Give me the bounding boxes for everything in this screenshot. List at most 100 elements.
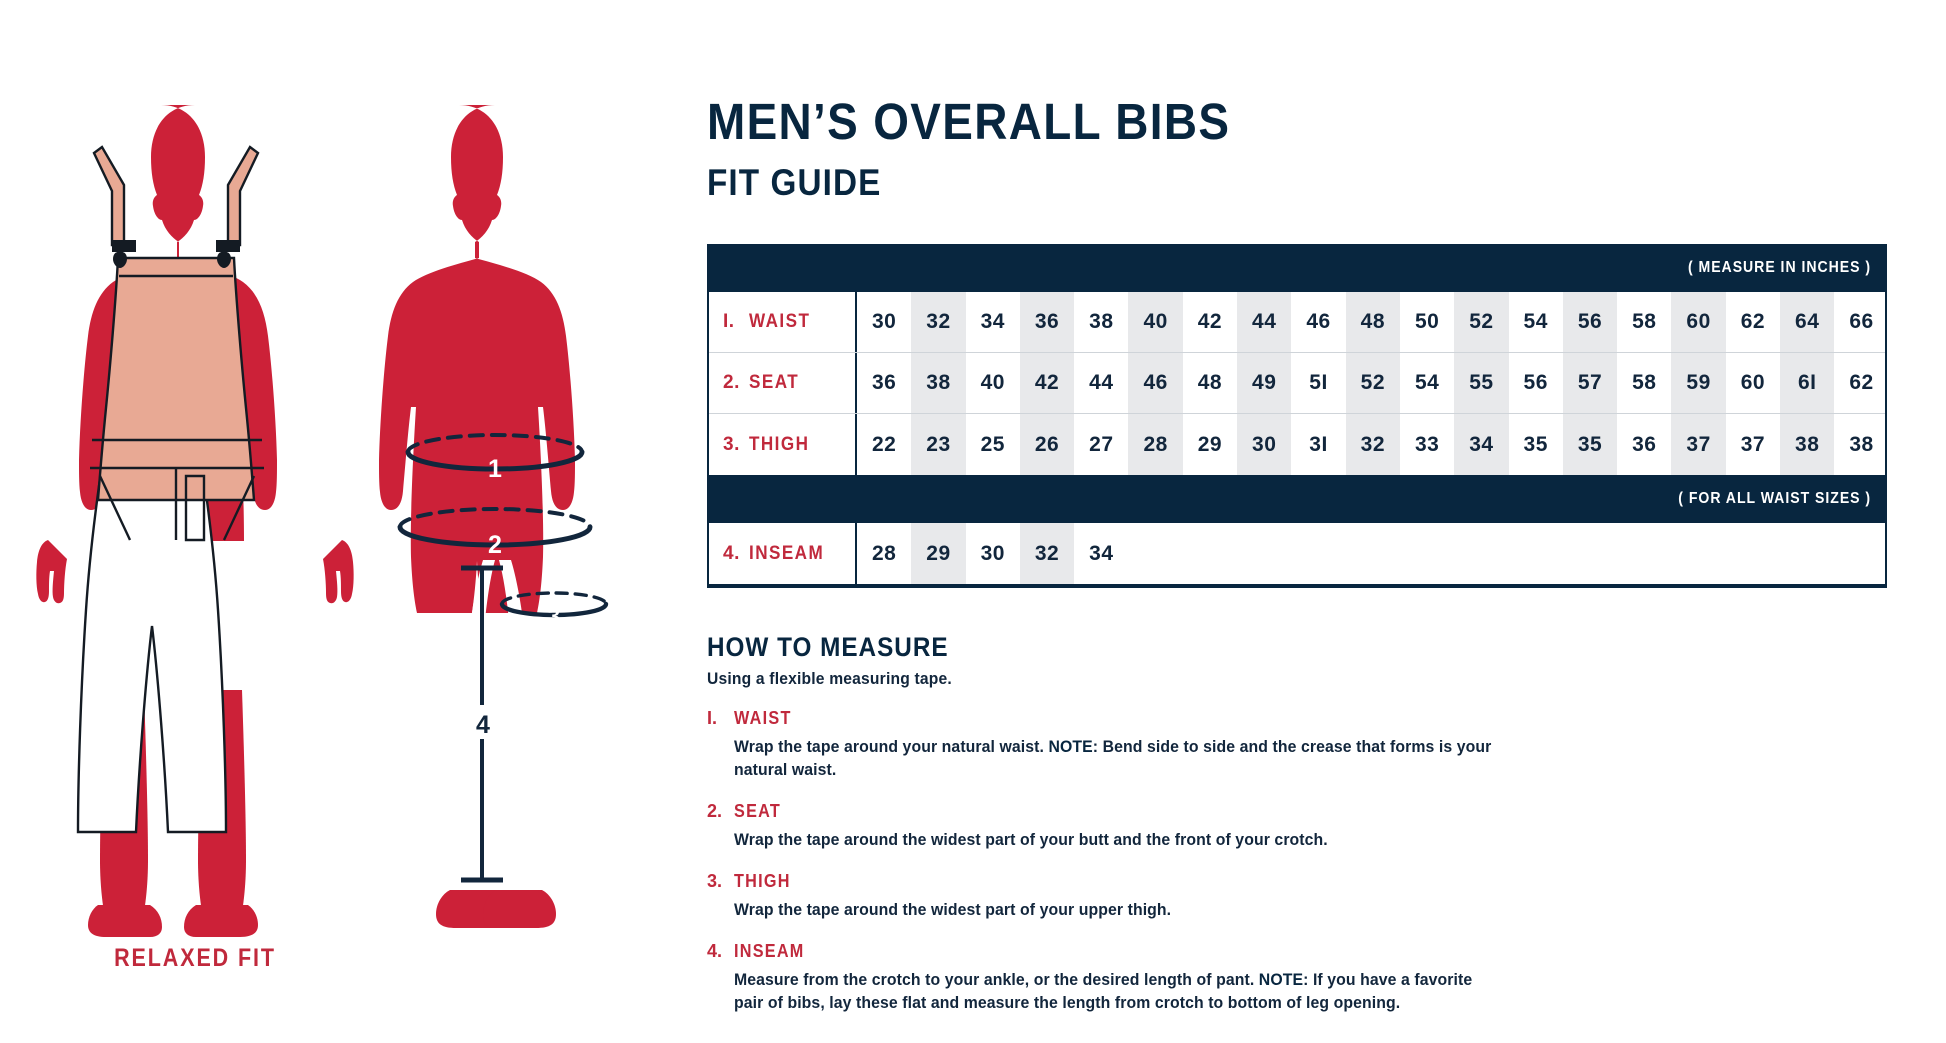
how-to-measure-section: HOW TO MEASURE Using a flexible measurin… <box>707 632 1587 1015</box>
callout-number-4: 4 <box>476 711 490 739</box>
callout-waist-band: 1 <box>405 433 585 483</box>
figure-measurements: 1 2 3 <box>379 105 609 928</box>
table-cell: 52 <box>1454 292 1509 352</box>
table-cell: 26 <box>1019 414 1075 475</box>
table-cell: 33 <box>1414 432 1440 456</box>
instruction-number: 3. <box>707 870 723 891</box>
figures-svg: 1 2 3 <box>36 105 609 937</box>
table-cell: 66 <box>1849 310 1874 333</box>
table-band-inches: ( MEASURE IN INCHES ) <box>709 244 1885 292</box>
relaxed-fit-caption: RELAXED FIT <box>114 944 276 972</box>
table-cell: 60 <box>1740 371 1766 394</box>
how-to-measure-items: I. WAIST Wrap the tape around your natural… <box>707 708 1587 1015</box>
table-cell: 37 <box>1671 414 1726 475</box>
illustration-panel: 1 2 3 <box>0 0 690 1043</box>
table-cell: 44 <box>1089 371 1114 394</box>
row-values: 28 29 30 32 34 <box>857 523 1885 584</box>
table-cell: 36 <box>1019 292 1075 352</box>
instruction-note-label: NOTE <box>1258 969 1304 989</box>
table-cell: 27 <box>1089 432 1114 456</box>
instruction-number: 2. <box>707 800 723 821</box>
callout-number-2: 2 <box>488 531 502 559</box>
table-cell: 32 <box>1019 523 1075 584</box>
instruction-note-label: NOTE <box>1048 737 1093 756</box>
table-cell: 54 <box>1414 371 1440 394</box>
table-cell: 48 <box>1197 371 1223 394</box>
measure-instruction-header: 4. INSEAM <box>707 941 1587 962</box>
measure-instruction: 3. THIGH Wrap the tape around the widest p… <box>707 871 1587 922</box>
callout-seat-band: 2 <box>397 507 593 559</box>
instruction-label: THIGH <box>734 870 791 891</box>
table-cell: 38 <box>911 353 966 413</box>
table-cell: 34 <box>980 310 1005 333</box>
table-cell: 29 <box>911 523 966 584</box>
strap-clasp-right <box>216 240 240 268</box>
table-cell: 52 <box>1345 353 1400 413</box>
table-cell: 23 <box>911 414 966 475</box>
table-cell: 54 <box>1523 310 1548 333</box>
table-cell: 3I <box>1309 432 1328 456</box>
table-cell: 5I <box>1309 371 1328 394</box>
row-header-inseam: 4. INSEAM <box>709 523 857 584</box>
table-cell: 6I <box>1780 353 1835 413</box>
table-cell: 42 <box>1197 310 1223 333</box>
table-cell: 58 <box>1632 371 1657 394</box>
measure-instruction-header: 3. THIGH <box>707 871 1587 892</box>
row-label: SEAT <box>749 372 800 393</box>
measure-instruction-header: 2. SEAT <box>707 801 1587 822</box>
row-label: WAIST <box>749 311 811 332</box>
table-cell: 55 <box>1454 353 1509 413</box>
table-cell: 29 <box>1197 432 1223 456</box>
row-values: 30 32 34 36 38 40 42 44 46 48 50 52 54 56 58 60 62 64 66 <box>857 292 1889 352</box>
table-row: I. WAIST 30 32 34 36 38 40 42 44 46 48 50 52 54 56 58 60 6… <box>709 292 1885 353</box>
size-table: ( MEASURE IN INCHES ) I. WAIST 30 32 34 36 38 4… <box>707 244 1887 588</box>
instruction-label: INSEAM <box>734 940 805 961</box>
table-cell: 32 <box>1345 414 1400 475</box>
table-cell: 30 <box>1237 414 1292 475</box>
row-label: INSEAM <box>749 542 825 564</box>
row-number: 3. <box>723 433 740 455</box>
row-header-seat: 2. SEAT <box>709 353 857 413</box>
measure-instruction: I. WAIST Wrap the tape around your natural… <box>707 708 1587 782</box>
table-cell: 30 <box>980 541 1005 565</box>
page-subtitle: FIT GUIDE <box>707 162 882 203</box>
how-to-measure-subtitle: Using a flexible measuring tape. <box>707 669 952 688</box>
band-label-inches: ( MEASURE IN INCHES ) <box>1687 259 1871 276</box>
table-cell: 64 <box>1780 292 1835 352</box>
table-cell: 40 <box>1128 292 1183 352</box>
instruction-body: Wrap the tape around the widest part of … <box>734 829 1328 849</box>
measure-rows-container: I. WAIST 30 32 34 36 38 40 42 44 46 48 50 52 54 56 58 60 6… <box>709 292 1885 475</box>
table-cell: 38 <box>1089 310 1114 333</box>
table-cell: 38 <box>1849 432 1874 456</box>
table-cell: 57 <box>1562 353 1618 413</box>
table-cell: 35 <box>1562 414 1618 475</box>
content-panel: MEN’S OVERALL BIBS FIT GUIDE ( MEASURE I… <box>707 0 1907 1015</box>
table-cell: 30 <box>871 310 897 333</box>
table-cell: 46 <box>1128 353 1183 413</box>
row-number: I. <box>723 311 735 332</box>
table-cell: 28 <box>1128 414 1183 475</box>
callout-inseam-line: 4 <box>461 565 503 883</box>
table-cell: 37 <box>1740 432 1766 456</box>
table-row: 4. INSEAM 28 29 30 32 34 <box>709 523 1885 584</box>
table-cell: 56 <box>1562 292 1618 352</box>
table-cell: 44 <box>1237 292 1292 352</box>
band-label-all-waist: ( FOR ALL WAIST SIZES ) <box>1678 490 1871 507</box>
row-header-thigh: 3. THIGH <box>709 414 857 475</box>
table-cell: 34 <box>1454 414 1509 475</box>
table-row: 2. SEAT 36 38 40 42 44 46 48 49 5I 52 54 55 56 57 58 59 60… <box>709 353 1885 414</box>
row-number: 4. <box>723 542 740 564</box>
row-values: 36 38 40 42 44 46 48 49 5I 52 54 55 56 57 58 59 60 6I 62 <box>857 353 1889 413</box>
table-cell: 38 <box>1780 414 1835 475</box>
instruction-body: Wrap the tape around your natural waist.… <box>734 737 1492 779</box>
table-cell: 40 <box>980 371 1005 394</box>
instruction-number: 4. <box>707 940 723 961</box>
table-cell: 22 <box>871 432 897 456</box>
table-cell: 34 <box>1089 541 1114 565</box>
callout-number-1: 1 <box>488 455 502 483</box>
table-cell: 35 <box>1523 432 1548 456</box>
figure-relaxed-fit <box>36 105 354 937</box>
row-label: THIGH <box>749 433 810 455</box>
table-cell: 36 <box>871 371 897 394</box>
